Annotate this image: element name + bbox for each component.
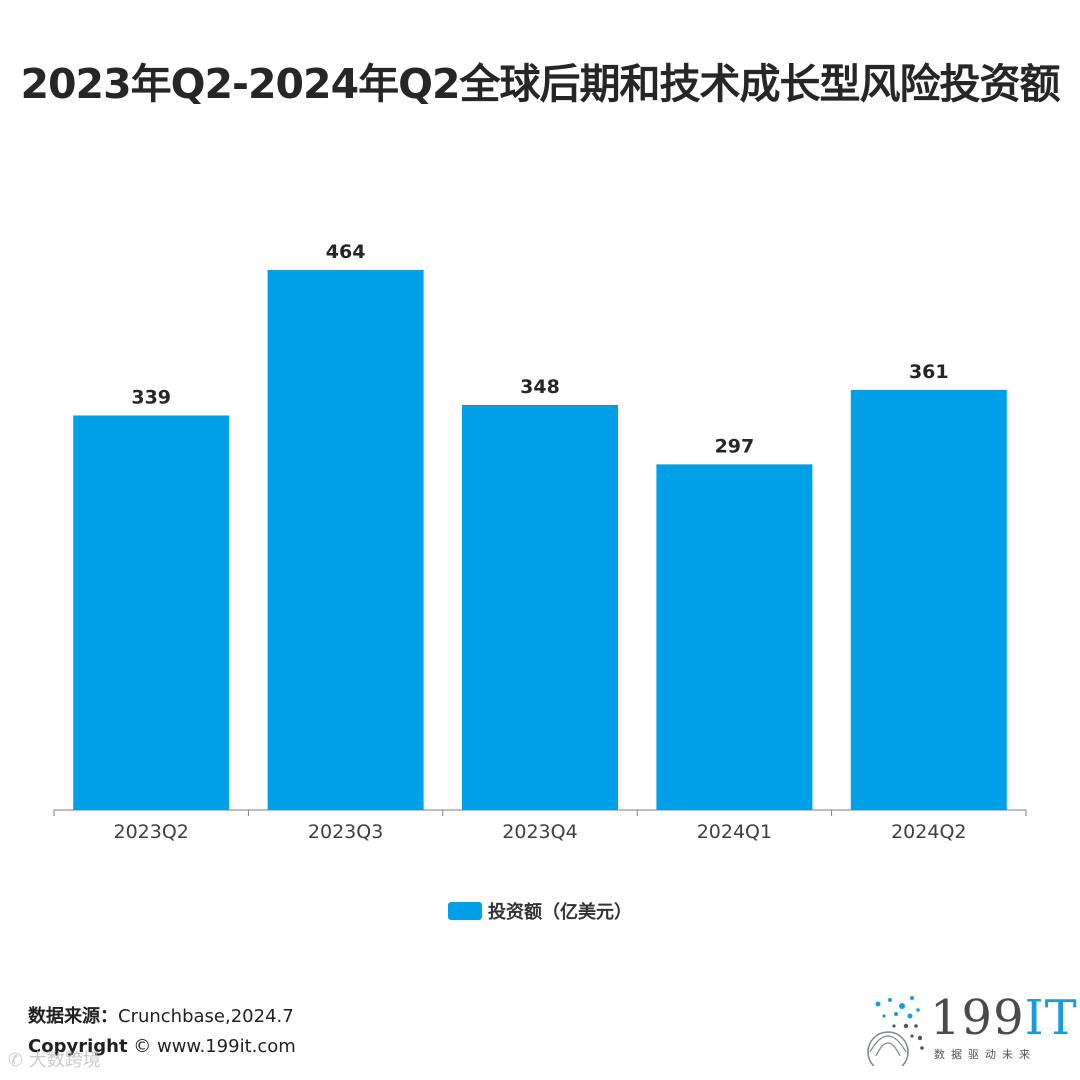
legend-swatch [448, 902, 482, 920]
copyright-note: Copyright © www.199it.com [28, 1036, 296, 1057]
data-label-2024Q1: 297 [715, 435, 755, 457]
watermark: ✆ 大数跨境 [8, 1050, 101, 1071]
copyright-key: Copyright [28, 1036, 128, 1057]
x-tick-label-2023Q3: 2023Q3 [308, 821, 383, 843]
logo-number: 199 [930, 990, 1025, 1046]
source-key: 数据来源： [28, 1006, 118, 1027]
bar-2023Q3 [267, 270, 424, 810]
data-label-2023Q2: 339 [131, 386, 171, 408]
bar-2024Q2 [850, 389, 1007, 810]
logo-wordmark: 199IT [930, 990, 1078, 1046]
logo-tagline: 数据驱动未来 [934, 1048, 1036, 1061]
logo-accent: IT [1024, 990, 1078, 1046]
dot-sphere-icon [867, 996, 924, 1066]
x-tick-label-2024Q2: 2024Q2 [891, 821, 966, 843]
bar-2023Q4 [462, 405, 618, 810]
legend: 投资额（亿美元） [0, 898, 1080, 924]
x-tick-label-2023Q4: 2023Q4 [502, 821, 577, 843]
bar-2023Q2 [73, 415, 230, 810]
chart-title: 2023年Q2-2024年Q2全球后期和技术成长型风险投资额 [20, 60, 1060, 108]
x-tick-label-2023Q2: 2023Q2 [113, 821, 188, 843]
copyright-value: © www.199it.com [127, 1036, 296, 1057]
data-label-2023Q3: 464 [326, 241, 366, 263]
x-tick-label-2024Q1: 2024Q1 [697, 821, 772, 843]
source-note: 数据来源：Crunchbase,2024.7 [28, 1002, 294, 1028]
data-label-2024Q2: 361 [909, 361, 949, 383]
source-value: Crunchbase,2024.7 [118, 1006, 294, 1027]
brand-logo: 199IT 数据驱动未来 [848, 990, 1077, 1066]
data-label-2023Q4: 348 [520, 376, 560, 398]
bar-2024Q1 [656, 464, 813, 810]
legend-label: 投资额（亿美元） [488, 902, 632, 923]
